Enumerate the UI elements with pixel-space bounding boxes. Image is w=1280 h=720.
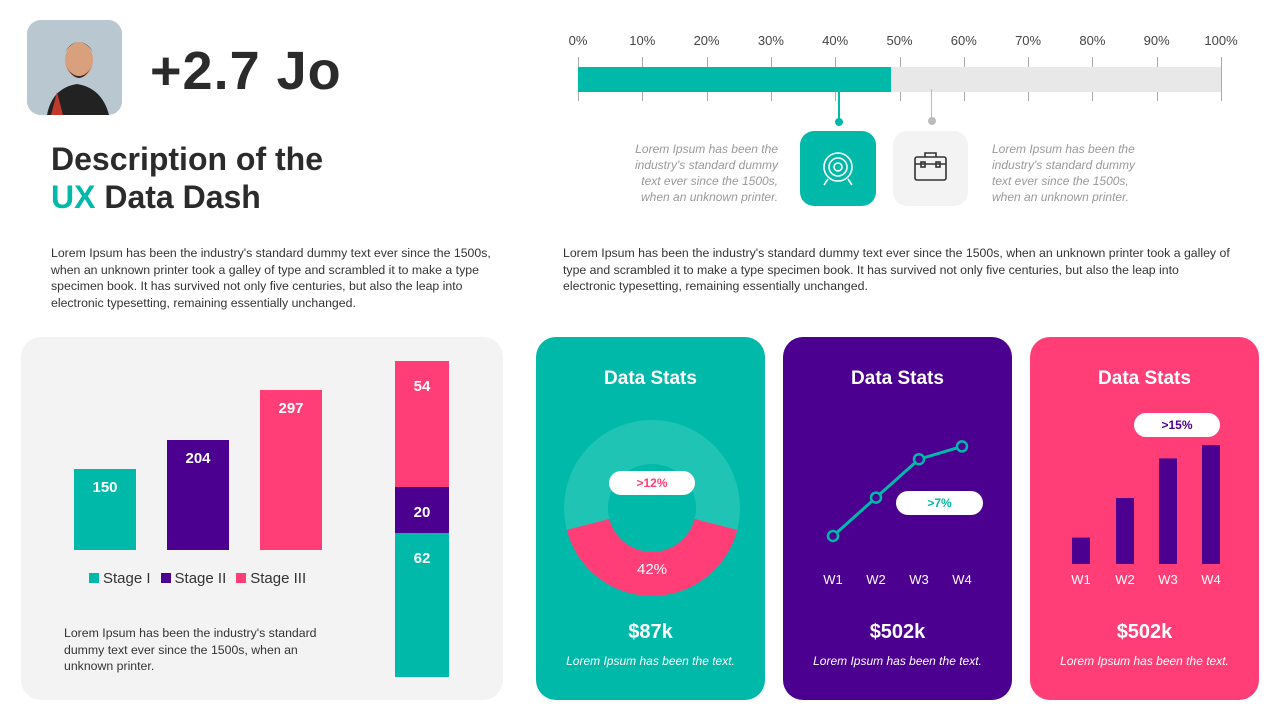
line-point xyxy=(869,491,883,504)
week-bar xyxy=(1116,498,1134,564)
legend-label: Stage II xyxy=(174,570,227,587)
legend-label: Stage III xyxy=(250,570,307,587)
x-tick-label: W1 xyxy=(1071,572,1091,587)
headline-metric: +2.7 Jo xyxy=(150,41,342,101)
x-tick-label: W3 xyxy=(909,572,929,587)
legend-item: Stage I xyxy=(89,570,151,587)
badge: >12% xyxy=(609,471,695,495)
stage-legend: Stage I Stage II Stage III xyxy=(89,570,316,587)
x-tick-label: W3 xyxy=(1158,572,1178,587)
connector-dot xyxy=(835,118,843,126)
donut-slice xyxy=(566,518,738,596)
card-title: Data Stats xyxy=(851,368,944,389)
tick-label: 90% xyxy=(1143,33,1170,48)
tick-label: 70% xyxy=(1015,33,1042,48)
page-title: Description of the UX Data Dash xyxy=(51,140,323,216)
week-bar xyxy=(1202,445,1220,564)
tick-label: 80% xyxy=(1079,33,1106,48)
progress-fill xyxy=(578,67,892,92)
connector-dot xyxy=(928,117,936,125)
briefcase-icon-box xyxy=(893,131,968,206)
x-tick-label: W4 xyxy=(952,572,972,587)
card-caption: Lorem Ipsum has been the text. xyxy=(566,654,735,668)
card-title: Data Stats xyxy=(604,368,697,389)
title-accent: UX xyxy=(51,179,96,215)
tick-label: 10% xyxy=(629,33,656,48)
card-bars xyxy=(1030,337,1259,700)
legend-swatch xyxy=(89,573,99,583)
card-caption: Lorem Ipsum has been the text. xyxy=(813,654,982,668)
line-point xyxy=(826,529,840,543)
title-line-1: Description of the xyxy=(51,141,324,177)
progress-track xyxy=(578,67,1221,92)
tick-label: 40% xyxy=(822,33,849,48)
intro-paragraph: Lorem Ipsum has been the industry's stan… xyxy=(51,246,491,310)
target-icon-box xyxy=(800,131,876,206)
stack-segment xyxy=(395,361,449,487)
briefcase-icon xyxy=(914,152,947,181)
target-icon xyxy=(823,152,853,186)
tick-label: 0% xyxy=(568,33,588,48)
legend-label: Stage I xyxy=(103,570,151,587)
connector-teal xyxy=(838,92,840,120)
stage-bar xyxy=(260,389,322,550)
stack-segment xyxy=(395,486,449,534)
bar-value-label: 297 xyxy=(278,399,304,417)
tick-label: 100% xyxy=(1204,33,1238,48)
title-line-2: Data Dash xyxy=(95,179,261,215)
segment-value-label: 20 xyxy=(413,503,431,521)
card-title: Data Stats xyxy=(1098,368,1191,389)
donut-slice-label: 42% xyxy=(636,561,668,578)
stage-bar xyxy=(74,469,136,550)
segment-value-label: 62 xyxy=(413,550,431,568)
card-line xyxy=(783,337,1012,700)
progress-note-left: Lorem Ipsum has been the industry's stan… xyxy=(634,142,778,204)
x-tick-label: W2 xyxy=(1115,572,1135,587)
avatar-photo xyxy=(27,20,122,115)
line-point xyxy=(955,440,969,453)
card-caption: Lorem Ipsum has been the text. xyxy=(1060,654,1229,668)
person-image xyxy=(27,20,122,115)
line-point xyxy=(912,452,926,466)
card-value: $502k xyxy=(869,621,926,643)
badge: >7% xyxy=(896,491,983,515)
line-series xyxy=(832,444,963,538)
x-tick-label: W1 xyxy=(823,572,843,587)
progress-note-right: Lorem Ipsum has been the industry's stan… xyxy=(992,142,1136,204)
legend-swatch xyxy=(160,573,171,583)
legend-item: Stage II xyxy=(160,570,227,587)
stage-bar xyxy=(167,439,229,550)
tick-label: 20% xyxy=(693,33,720,48)
legend-item: Stage III xyxy=(236,570,306,587)
tick-label: 30% xyxy=(757,33,784,48)
bar-value-label: 204 xyxy=(185,449,211,467)
x-tick-label: W4 xyxy=(1201,572,1221,587)
panel-paragraph: Lorem Ipsum has been the industry's stan… xyxy=(64,626,317,673)
progress-paragraph: Lorem Ipsum has been the industry's stan… xyxy=(563,246,1230,293)
card-value: $502k xyxy=(1116,621,1173,643)
stack-segment xyxy=(395,533,449,677)
legend-swatch xyxy=(236,573,247,583)
segment-value-label: 54 xyxy=(413,378,431,396)
week-bar xyxy=(1159,458,1177,564)
card-value: $87k xyxy=(628,621,673,643)
week-bar xyxy=(1072,537,1090,564)
tick-label: 50% xyxy=(886,33,913,48)
tick-mark xyxy=(1221,57,1222,101)
tick-label: 60% xyxy=(950,33,977,48)
badge: >15% xyxy=(1134,413,1220,437)
x-tick-label: W2 xyxy=(866,572,886,587)
connector-gray xyxy=(931,89,932,120)
bar-value-label: 150 xyxy=(92,479,118,496)
